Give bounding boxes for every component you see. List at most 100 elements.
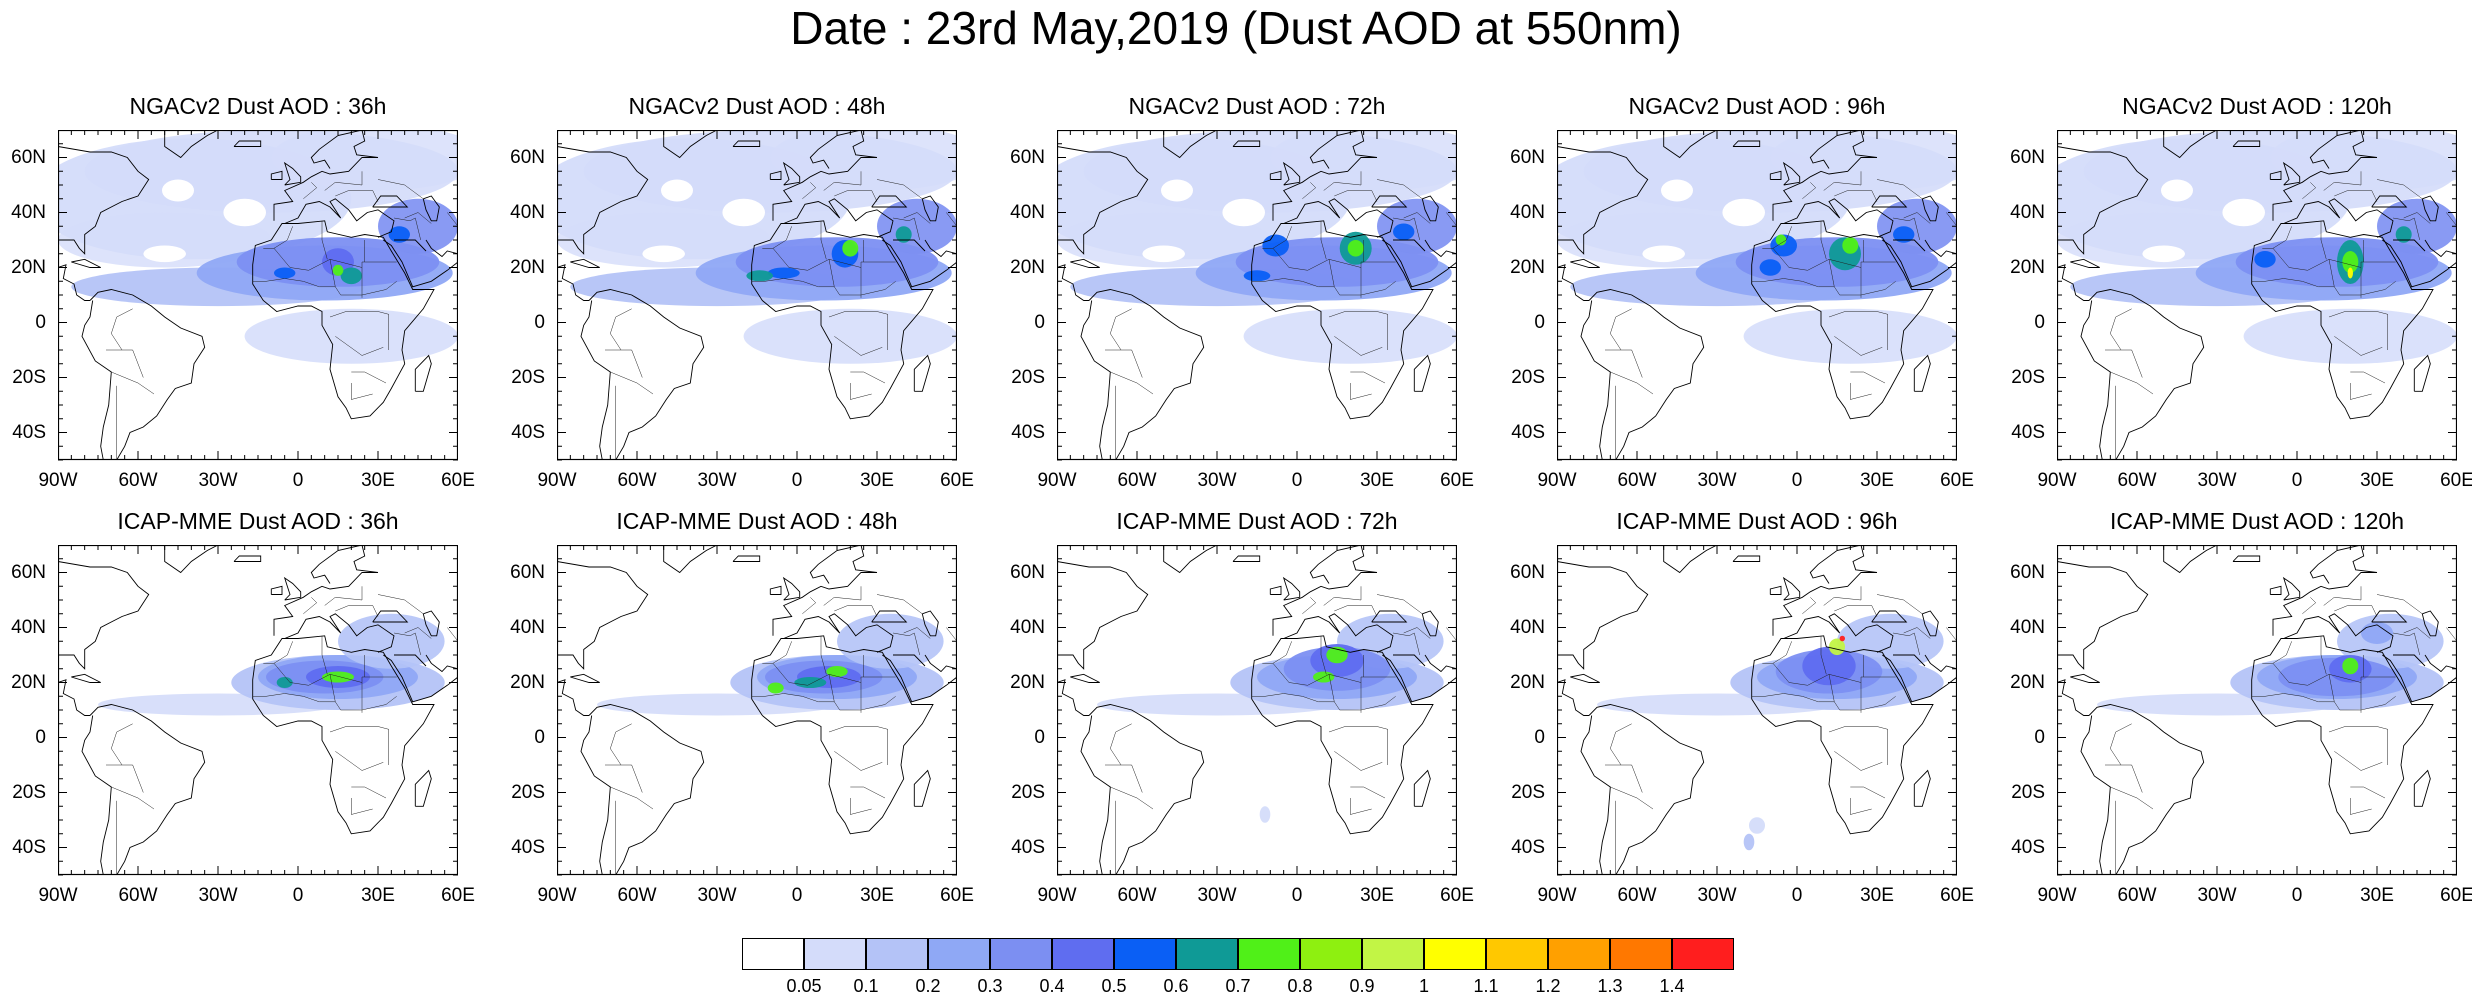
- lon-tick-label: 0: [791, 470, 803, 491]
- aod-shading: [1161, 179, 1193, 202]
- lon-tick-label: 90W: [537, 885, 577, 906]
- panel-title: NGACv2 Dust AOD : 36h: [129, 93, 387, 119]
- coastline: [425, 654, 458, 673]
- aod-shading: [842, 240, 859, 257]
- country-border: [751, 278, 896, 296]
- coastline: [2080, 289, 2205, 460]
- coastline: [414, 769, 432, 807]
- country-border: [1823, 171, 1862, 191]
- aod-shading: [661, 179, 693, 202]
- coastline: [1057, 561, 1149, 670]
- coastline: [1732, 140, 1761, 147]
- country-border: [1350, 798, 1372, 815]
- country-border: [834, 751, 883, 771]
- colorbar-tick-label: 1.2: [1535, 976, 1561, 996]
- coastline: [2163, 545, 2218, 574]
- coastline: [1557, 146, 1649, 255]
- country-border: [2272, 226, 2292, 249]
- country-border: [1302, 182, 1317, 199]
- lon-tick-label: 30E: [2360, 885, 2394, 906]
- country-border: [415, 632, 421, 656]
- country-border: [335, 336, 384, 356]
- country-border: [415, 217, 421, 241]
- coastline: [1269, 585, 1282, 595]
- country-border: [772, 641, 792, 664]
- aod-shading: [1842, 237, 1859, 254]
- country-border: [850, 371, 886, 384]
- coastline: [893, 654, 926, 667]
- lon-tick-label: 30W: [697, 470, 737, 491]
- lon-tick-label: 60E: [441, 470, 475, 491]
- country-border: [828, 674, 835, 702]
- colorbar-tick-label: 0.6: [1163, 976, 1189, 996]
- country-border: [903, 212, 931, 224]
- coastline: [1421, 610, 1439, 637]
- lon-tick-label: 30E: [1360, 470, 1394, 491]
- coastline: [772, 130, 878, 221]
- coastline: [1783, 613, 1894, 653]
- aod-shading: [2161, 179, 2193, 202]
- aod-shading: [1661, 179, 1693, 202]
- country-border: [2414, 217, 2420, 241]
- country-border: [2302, 182, 2317, 199]
- aod-shading: [340, 267, 362, 285]
- lat-tick-label: 0: [35, 311, 46, 333]
- aod-shading: [1270, 130, 1457, 191]
- coastline: [284, 198, 395, 238]
- colorbar-swatch: [1610, 938, 1672, 970]
- lon-tick-label: 90W: [1037, 885, 1077, 906]
- coastline: [1272, 130, 1378, 221]
- lon-tick-label: 30W: [2197, 470, 2237, 491]
- country-border: [2350, 383, 2372, 400]
- country-border: [1403, 212, 1431, 224]
- country-border: [2350, 371, 2386, 384]
- coastline: [2272, 130, 2378, 221]
- lat-tick-label: 0: [534, 311, 545, 333]
- country-border: [447, 212, 458, 227]
- aod-shading: [244, 308, 458, 364]
- coastline: [1751, 220, 1934, 420]
- aod-shading: [770, 130, 957, 191]
- map-svg: [557, 545, 957, 876]
- country-border: [2110, 308, 2132, 351]
- coastline: [2057, 264, 2089, 301]
- country-border: [351, 798, 373, 815]
- coastline: [663, 130, 718, 159]
- lat-tick-label: 20S: [12, 781, 46, 803]
- coastline: [2382, 239, 2457, 288]
- aod-shading: [767, 682, 784, 694]
- lat-tick-label: 60N: [11, 146, 46, 168]
- lat-tick-label: 20S: [511, 781, 545, 803]
- country-border: [828, 726, 888, 733]
- colorbar-swatch: [866, 938, 928, 970]
- country-border: [1762, 663, 1896, 686]
- country-border: [111, 371, 155, 395]
- aod-shading: [1743, 833, 1755, 851]
- lon-tick-label: 60W: [2117, 470, 2157, 491]
- lon-tick-label: 60W: [1617, 470, 1657, 491]
- country-border: [834, 336, 883, 356]
- lon-tick-label: 30W: [1697, 470, 1737, 491]
- coastline: [233, 555, 262, 562]
- coastline: [1913, 769, 1931, 807]
- aod-shading: [271, 130, 458, 191]
- lat-tick-label: 20N: [11, 256, 46, 278]
- coastline: [1570, 673, 1600, 683]
- coastline: [2232, 140, 2261, 147]
- coastline: [751, 635, 934, 835]
- country-border: [876, 179, 923, 200]
- country-border: [1876, 594, 1923, 615]
- country-border: [1105, 764, 1143, 793]
- country-border: [377, 594, 424, 615]
- coastline: [2393, 654, 2426, 667]
- aod-shading: [767, 267, 800, 279]
- coastline: [557, 561, 649, 670]
- coastline: [1371, 610, 1408, 623]
- coastline: [1413, 354, 1431, 392]
- country-border: [2262, 248, 2396, 271]
- coastline: [1057, 264, 1089, 301]
- lon-tick-label: 0: [791, 885, 803, 906]
- country-border: [1392, 632, 1415, 637]
- aod-shading: [1839, 635, 1845, 642]
- lat-tick-label: 40N: [510, 616, 545, 638]
